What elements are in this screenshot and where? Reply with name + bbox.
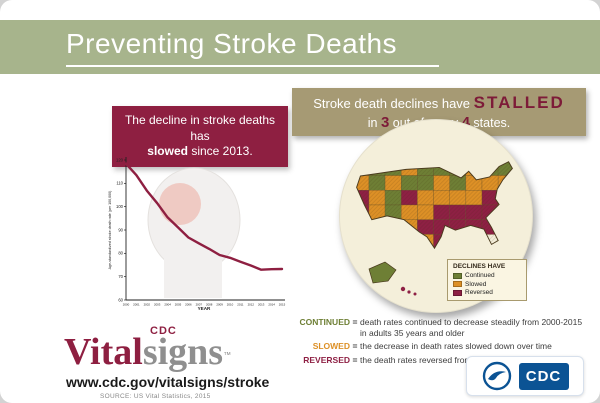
legend-item-slowed: Slowed [453, 281, 521, 288]
map-legend: DECLINES HAVE Continued Slowed Reversed [447, 259, 527, 301]
definition-text-continued: death rates continued to decrease steadi… [360, 317, 583, 338]
chart-headline-em: slowed [147, 144, 188, 159]
definition-continued: CONTINUED = death rates continued to dec… [294, 317, 590, 338]
definition-equals: = [352, 354, 358, 365]
vitalsigns-logo: CDC Vitalsigns™ [64, 325, 232, 378]
definition-reversed: REVERSED = the death rates reversed from… [294, 355, 590, 366]
banner-line2-states: states. [473, 116, 511, 130]
legend-swatch-slowed [453, 281, 462, 287]
svg-text:2011: 2011 [237, 303, 244, 307]
definition-text-slowed: the decrease in death rates slowed down … [360, 341, 552, 352]
svg-text:2008: 2008 [206, 303, 213, 307]
banner-number-3: 3 [380, 114, 390, 131]
svg-text:2002: 2002 [144, 303, 151, 307]
legend-label-reversed: Reversed [465, 289, 493, 296]
svg-text:2000: 2000 [123, 303, 130, 307]
alaska-shape [368, 261, 397, 284]
svg-text:2007: 2007 [196, 303, 203, 307]
cdc-mini-logo: CDC [150, 325, 177, 337]
legend-label-slowed: Slowed [465, 280, 487, 288]
svg-text:2009: 2009 [216, 303, 223, 307]
svg-text:110: 110 [116, 181, 123, 186]
definition-text-reversed: the death rates reversed from decreasing… [360, 354, 567, 365]
us-outline [356, 161, 513, 250]
header-band: Preventing Stroke Deaths [0, 20, 600, 74]
chart-headline: The decline in stroke deaths has slowed … [112, 106, 288, 167]
banner-line2-in: in [367, 116, 378, 130]
legend-swatch-continued [453, 272, 462, 279]
definition-term-slowed: SLOWED [312, 341, 350, 352]
cdc-hhs-logo: CDC [466, 356, 584, 396]
svg-text:90: 90 [118, 227, 123, 232]
banner-line1: Stroke death declines have STALLED [292, 93, 586, 113]
definition-term-reversed: REVERSED [303, 354, 350, 365]
svg-text:80: 80 [118, 251, 123, 256]
cdc-logo-box: CDC [518, 362, 569, 390]
map-hatch-texture [356, 161, 513, 249]
definition-slowed: SLOWED = the decrease in death rates slo… [294, 341, 590, 352]
us-map-circle: DECLINES HAVE Continued Slowed Reversed [339, 119, 533, 313]
legend-label-continued: Continued [465, 272, 495, 279]
svg-text:120: 120 [116, 157, 124, 162]
stroke-death-line-chart: Age-standardized stroke death rate (per … [108, 157, 286, 311]
svg-text:100: 100 [116, 204, 124, 209]
svg-text:2010: 2010 [227, 303, 234, 307]
legend-title: DECLINES HAVE [453, 263, 506, 270]
svg-text:70: 70 [118, 274, 123, 279]
chart-headline-post: since 2013. [191, 144, 253, 159]
vitalsigns-logo-vital: Vital [64, 331, 143, 373]
brain-highlight-icon [159, 183, 201, 225]
us-choropleth-map [356, 161, 513, 296]
svg-text:2005: 2005 [175, 303, 182, 307]
definition-equals: = [352, 341, 358, 352]
chart-headline-line1: The decline in stroke deaths has [116, 113, 284, 144]
svg-text:2006: 2006 [185, 303, 192, 307]
vitalsigns-url-link[interactable]: www.cdc.gov/vitalsigns/stroke [66, 374, 270, 390]
banner-number-4: 4 [461, 114, 470, 131]
svg-text:2015: 2015 [279, 303, 286, 307]
source-note: SOURCE: US Vital Statistics, 2015 [100, 393, 211, 400]
chart-headline-line2: slowed since 2013. [116, 144, 284, 160]
svg-text:2012: 2012 [248, 303, 255, 307]
legend-item-continued: Continued [453, 272, 521, 279]
svg-text:2003: 2003 [154, 303, 161, 307]
banner-line1-text: Stroke death declines have [313, 96, 471, 111]
hhs-eagle-icon [482, 361, 511, 391]
definition-equals: = [352, 317, 358, 327]
definitions-block: CONTINUED = death rates continued to dec… [294, 317, 590, 369]
head-silhouette-neck [164, 252, 222, 298]
svg-text:60: 60 [118, 297, 123, 302]
svg-text:2004: 2004 [164, 303, 171, 307]
definition-term-continued: CONTINUED [299, 317, 350, 327]
svg-text:2014: 2014 [268, 303, 275, 307]
legend-swatch-reversed [453, 289, 462, 296]
vitalsigns-logo-signs: signs [142, 331, 224, 373]
hawaii-islands [400, 286, 417, 296]
svg-text:2001: 2001 [133, 303, 140, 307]
trademark-symbol: ™ [223, 350, 232, 360]
legend-item-reversed: Reversed [453, 289, 521, 296]
chart-headline-pre: The decline in stroke deaths has [124, 113, 276, 143]
page-title: Preventing Stroke Deaths [66, 28, 440, 67]
y-axis-label: Age-standardized stroke death rate (per … [108, 191, 112, 270]
banner-stalled-word: STALLED [473, 93, 565, 112]
svg-text:2013: 2013 [258, 303, 265, 307]
x-axis-label: YEAR [198, 306, 211, 311]
